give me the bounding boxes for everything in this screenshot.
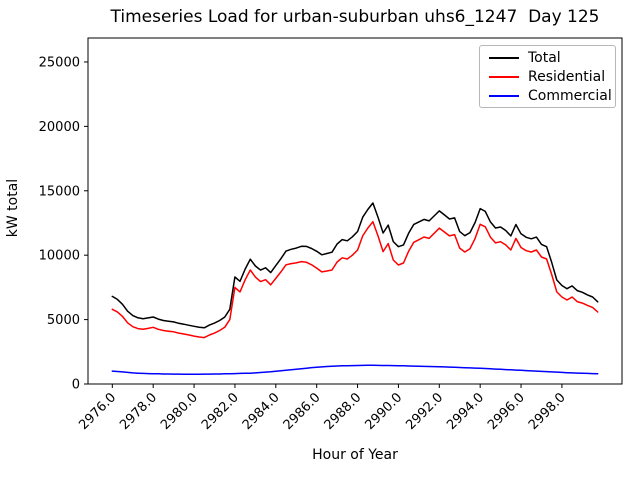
legend-label-residential: Residential [528, 68, 606, 85]
chart-title: Timeseries Load for urban-suburban uhs6_… [110, 7, 600, 27]
legend-item-commercial: Commercial [480, 86, 615, 105]
x-axis-label: Hour of Year [312, 447, 398, 463]
x-tick-label: 2992.0 [403, 390, 446, 433]
legend-item-total: Total [480, 48, 615, 67]
legend-label-commercial: Commercial [528, 87, 612, 104]
x-tick-label: 2984.0 [240, 390, 283, 433]
legend-line-residential [489, 75, 519, 78]
x-tick-label: 2994.0 [444, 390, 487, 433]
y-tick-label: 0 [72, 378, 80, 393]
legend: Total Residential Commercial [479, 45, 616, 108]
y-tick-label: 20000 [39, 120, 80, 135]
legend-line-total [489, 56, 519, 59]
x-tick-label: 2998.0 [526, 390, 569, 433]
x-tick-label: 2982.0 [199, 390, 242, 433]
plot-frame [87, 37, 623, 385]
y-tick-label: 25000 [39, 55, 80, 70]
series-line-total [111, 202, 599, 329]
x-tick-label: 2990.0 [362, 390, 405, 433]
legend-item-residential: Residential [480, 67, 615, 86]
series-line-commercial [111, 364, 599, 375]
x-tick-label: 2986.0 [281, 390, 324, 433]
y-tick-label: 5000 [47, 313, 80, 328]
series-line-residential [111, 220, 599, 339]
x-tick-label: 2980.0 [158, 390, 201, 433]
x-tick-label: 2988.0 [322, 390, 365, 433]
legend-line-commercial [489, 94, 519, 97]
x-tick-label: 2996.0 [485, 390, 528, 433]
legend-label-total: Total [528, 49, 561, 66]
y-tick-label: 15000 [39, 184, 80, 199]
x-tick-label: 2976.0 [76, 390, 119, 433]
x-tick-label: 2978.0 [117, 390, 160, 433]
y-tick-label: 10000 [39, 249, 80, 264]
